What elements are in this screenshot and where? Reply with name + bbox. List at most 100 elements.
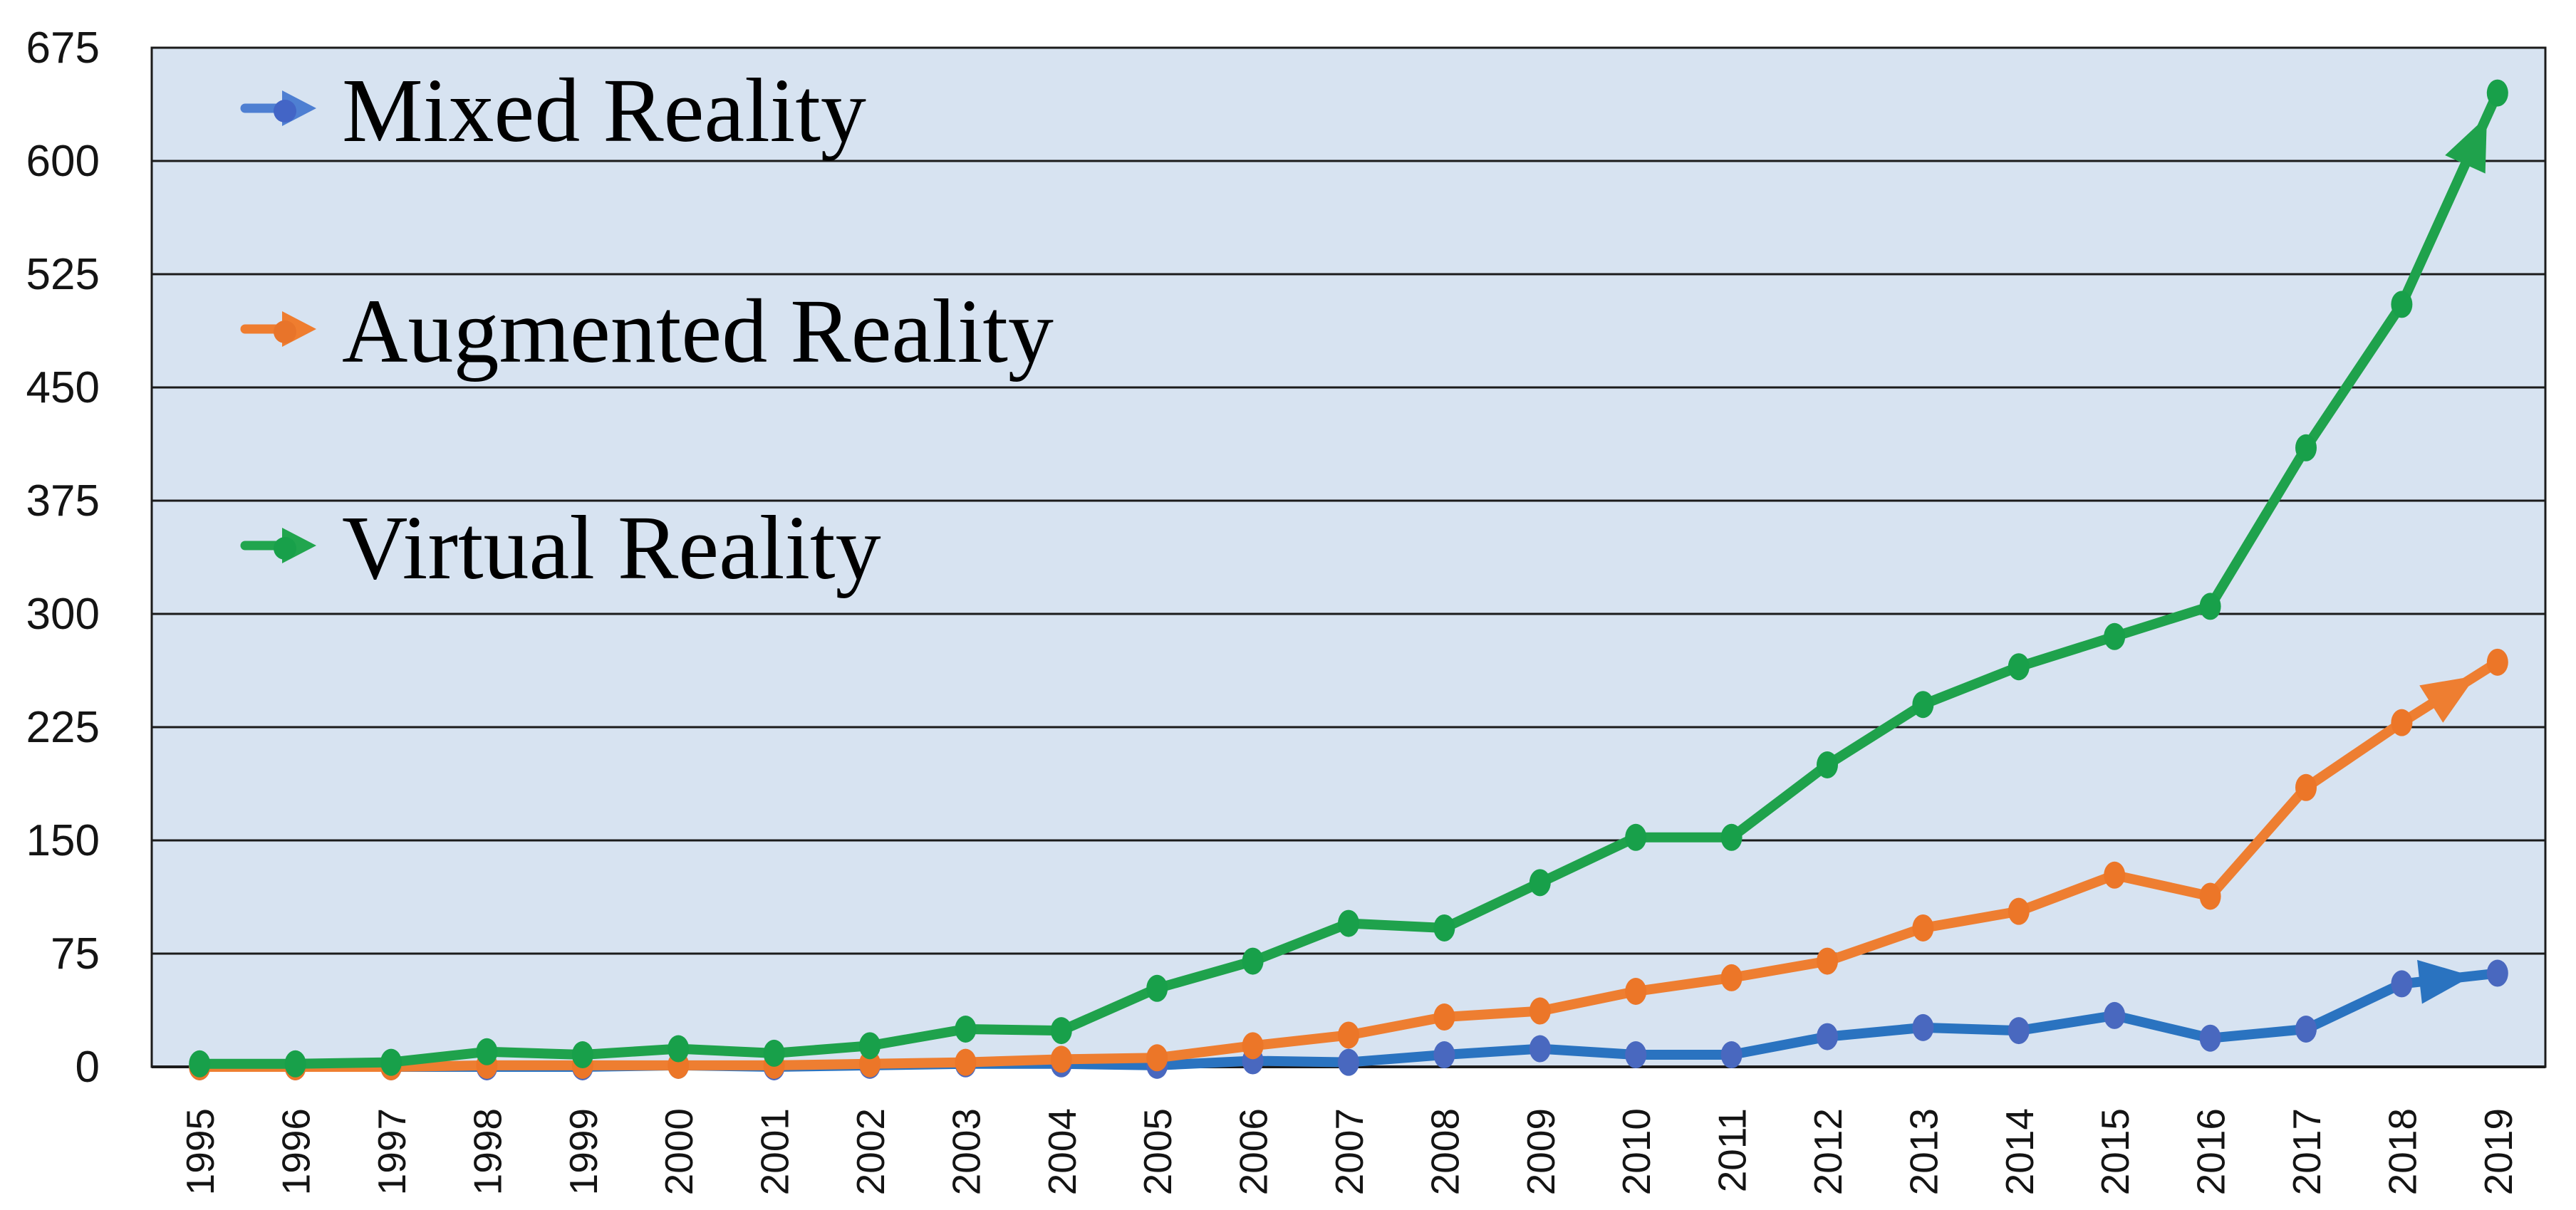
x-axis-tick-label: 2005 (1136, 1108, 1180, 1195)
x-axis-tick-label: 2006 (1232, 1108, 1276, 1195)
series-end-arrow-augmented-reality (2419, 676, 2476, 723)
series-marker-virtual-reality (571, 1041, 593, 1069)
series-marker-virtual-reality (1625, 823, 1647, 851)
series-marker-virtual-reality (2199, 593, 2221, 620)
x-axis-tick-label: 2018 (2380, 1108, 2424, 1195)
series-marker-virtual-reality (1720, 823, 1743, 851)
x-axis-tick-label: 2002 (848, 1108, 893, 1195)
series-marker-virtual-reality (763, 1039, 785, 1067)
legend-dot-icon-augmented-reality (274, 320, 296, 343)
y-axis-tick-label: 525 (26, 250, 100, 299)
series-end-arrow-mixed-reality (2417, 959, 2473, 1004)
series-marker-augmented-reality (2104, 861, 2126, 889)
series-marker-augmented-reality (1050, 1045, 1072, 1073)
series-marker-mixed-reality (2008, 1017, 2030, 1045)
series-marker-virtual-reality (668, 1035, 690, 1063)
series-marker-virtual-reality (1146, 974, 1168, 1002)
series-marker-augmented-reality (1338, 1021, 1359, 1049)
x-axis-tick-label: 2007 (1327, 1108, 1371, 1195)
series-marker-mixed-reality (1817, 1023, 1838, 1050)
series-marker-virtual-reality (1817, 751, 1838, 778)
legend-dot-icon-mixed-reality (274, 100, 296, 122)
series-marker-mixed-reality (1720, 1041, 1743, 1069)
series-marker-augmented-reality (1433, 1003, 1455, 1031)
series-marker-mixed-reality (2104, 1001, 2126, 1029)
series-marker-virtual-reality (476, 1038, 498, 1065)
x-axis-tick-label: 1997 (370, 1108, 414, 1195)
y-axis-tick-label: 300 (26, 590, 100, 639)
series-marker-virtual-reality (2391, 291, 2413, 318)
series-end-arrow-virtual-reality (2445, 116, 2487, 174)
series-marker-mixed-reality (2391, 970, 2413, 998)
series-marker-virtual-reality (1529, 869, 1551, 897)
series-marker-augmented-reality (1625, 978, 1647, 1005)
series-marker-mixed-reality (2486, 959, 2508, 987)
series-marker-virtual-reality (859, 1032, 881, 1060)
x-axis-tick-label: 2009 (1519, 1108, 1563, 1195)
series-marker-augmented-reality (2391, 709, 2413, 736)
series-marker-virtual-reality (2295, 434, 2317, 461)
series-marker-augmented-reality (2008, 897, 2030, 925)
y-axis-tick-label: 450 (26, 363, 100, 412)
series-marker-augmented-reality (2486, 648, 2508, 676)
y-axis-tick-label: 375 (26, 476, 100, 526)
series-marker-virtual-reality (2008, 653, 2030, 681)
legend-dot-icon-virtual-reality (274, 537, 296, 560)
series-marker-mixed-reality (1625, 1041, 1647, 1069)
series-marker-mixed-reality (1912, 1013, 1934, 1041)
series-marker-augmented-reality (955, 1048, 977, 1076)
series-marker-augmented-reality (1912, 914, 1934, 942)
series-marker-virtual-reality (189, 1050, 211, 1078)
series-marker-virtual-reality (2104, 622, 2126, 650)
x-axis-tick-label: 1996 (274, 1108, 318, 1195)
x-axis-tick-label: 2012 (1806, 1108, 1850, 1195)
x-axis-tick-label: 2017 (2285, 1108, 2329, 1195)
x-axis-tick-label: 2003 (944, 1108, 988, 1195)
y-axis-tick-label: 225 (26, 703, 100, 752)
legend-label-augmented-reality: Augmented Reality (342, 281, 1054, 382)
x-axis-tick-label: 2004 (1040, 1108, 1084, 1195)
series-marker-virtual-reality (1050, 1017, 1072, 1045)
series-marker-mixed-reality (1529, 1035, 1551, 1063)
series-marker-virtual-reality (1433, 914, 1455, 942)
series-marker-augmented-reality (1529, 997, 1551, 1025)
x-axis-tick-label: 2013 (1901, 1108, 1946, 1195)
x-axis-tick-label: 1998 (465, 1108, 509, 1195)
y-axis-tick-label: 75 (51, 929, 100, 979)
y-axis-tick-label: 0 (76, 1043, 100, 1092)
x-axis-tick-label: 2016 (2189, 1108, 2233, 1195)
series-marker-mixed-reality (1433, 1041, 1455, 1069)
x-axis-tick-label: 2008 (1423, 1108, 1467, 1195)
series-marker-augmented-reality (1242, 1032, 1264, 1060)
series-marker-mixed-reality (1338, 1048, 1359, 1076)
series-marker-augmented-reality (2199, 882, 2221, 910)
x-axis-tick-label: 2000 (657, 1108, 701, 1195)
legend-label-mixed-reality: Mixed Reality (342, 60, 866, 161)
series-marker-virtual-reality (1912, 691, 1934, 719)
x-axis-tick-label: 1999 (561, 1108, 606, 1195)
x-axis-tick-label: 2011 (1710, 1108, 1755, 1192)
x-axis-tick-label: 2010 (1614, 1108, 1658, 1195)
series-marker-mixed-reality (2295, 1016, 2317, 1043)
y-axis-tick-label: 675 (26, 24, 100, 73)
x-axis-tick-label: 2014 (1998, 1108, 2042, 1195)
x-axis-tick-label: 1995 (178, 1108, 222, 1195)
legend-label-virtual-reality: Virtual Reality (342, 497, 881, 598)
series-marker-virtual-reality (284, 1050, 306, 1078)
series-marker-virtual-reality (955, 1016, 977, 1043)
y-axis-tick-label: 150 (26, 816, 100, 865)
x-axis-tick-label: 2001 (753, 1108, 797, 1195)
series-marker-augmented-reality (2295, 773, 2317, 801)
series-marker-virtual-reality (380, 1048, 402, 1076)
series-marker-mixed-reality (2199, 1024, 2221, 1052)
series-marker-virtual-reality (1338, 909, 1359, 937)
series-marker-virtual-reality (1242, 947, 1264, 975)
series-marker-augmented-reality (1817, 947, 1838, 975)
series-marker-augmented-reality (1146, 1044, 1168, 1072)
y-axis-tick-label: 600 (26, 137, 100, 186)
x-axis-tick-label: 2019 (2476, 1108, 2520, 1195)
series-marker-augmented-reality (1720, 964, 1743, 991)
plot-area-background (152, 48, 2545, 1067)
